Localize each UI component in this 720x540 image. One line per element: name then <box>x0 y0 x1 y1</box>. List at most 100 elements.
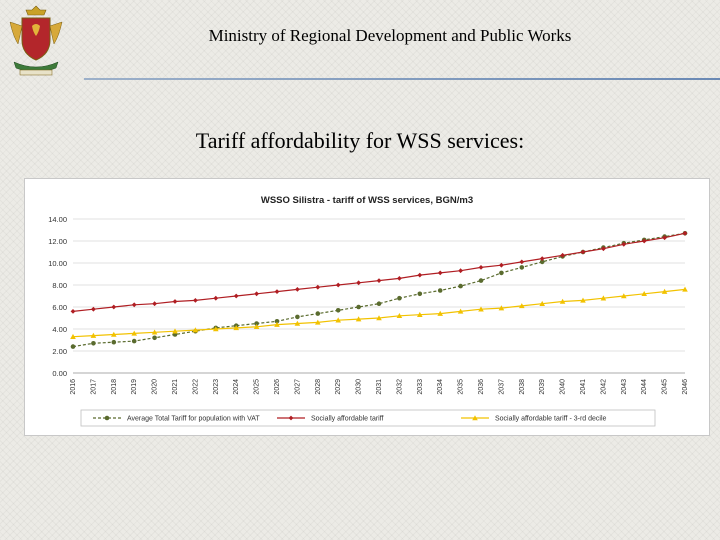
data-point <box>397 295 402 301</box>
data-point <box>458 268 463 274</box>
header-divider <box>84 78 720 80</box>
x-tick-label: 2032 <box>396 379 403 395</box>
legend-box <box>80 409 656 427</box>
x-tick-label: 2031 <box>376 379 383 395</box>
slide-title: Tariff affordability for WSS services: <box>195 128 525 153</box>
y-tick-label: 2.00 <box>52 347 67 356</box>
data-point <box>499 262 504 268</box>
data-point <box>315 319 321 325</box>
data-point <box>417 291 423 297</box>
data-point <box>355 316 362 322</box>
series-line-3 <box>72 288 686 338</box>
data-point <box>192 327 199 333</box>
data-point <box>682 286 688 292</box>
data-point <box>253 324 260 330</box>
data-point <box>356 280 361 286</box>
y-tick-label: 0.00 <box>52 369 67 378</box>
data-point <box>70 309 76 314</box>
data-point <box>288 415 294 421</box>
data-point <box>580 249 586 255</box>
x-tick-label: 2027 <box>294 379 301 395</box>
x-tick-label: 2023 <box>213 379 220 395</box>
data-point <box>172 328 178 334</box>
data-point <box>539 259 545 265</box>
x-tick-label: 2035 <box>458 379 465 395</box>
data-point <box>131 302 137 308</box>
data-point <box>315 311 321 316</box>
data-point <box>91 341 96 346</box>
data-point <box>376 301 382 306</box>
data-point <box>90 332 97 338</box>
data-point <box>295 287 300 292</box>
data-point <box>111 331 117 337</box>
data-point <box>478 265 484 270</box>
chart-series <box>70 230 688 349</box>
data-point <box>437 288 443 293</box>
data-point <box>641 238 647 244</box>
data-point <box>437 310 443 316</box>
data-point <box>233 325 239 331</box>
data-point <box>478 306 484 312</box>
data-point <box>152 335 157 341</box>
x-tick-label: 2019 <box>131 379 138 395</box>
data-point <box>335 308 341 313</box>
data-point <box>172 299 178 304</box>
y-tick-label: 10.00 <box>48 259 67 268</box>
data-point <box>397 276 402 281</box>
y-tick-label: 8.00 <box>52 281 67 290</box>
x-tick-label: 2030 <box>356 379 363 395</box>
y-tick-label: 4.00 <box>52 325 67 334</box>
ministry-name: Ministry of Regional Development and Pub… <box>208 26 572 45</box>
x-tick-label: 2038 <box>519 379 526 395</box>
data-point <box>600 295 607 301</box>
data-point <box>621 241 627 247</box>
x-tick-label: 2029 <box>335 379 342 395</box>
data-point <box>213 295 219 301</box>
x-tick-label: 2020 <box>152 379 159 395</box>
data-point <box>213 326 219 332</box>
data-point <box>274 319 280 324</box>
x-tick-label: 2042 <box>600 379 607 395</box>
data-point <box>539 256 545 261</box>
x-tick-label: 2033 <box>417 379 424 395</box>
data-point <box>356 304 361 310</box>
data-point <box>193 298 198 303</box>
data-point <box>111 339 117 345</box>
data-point <box>519 303 525 309</box>
data-point <box>376 315 382 321</box>
data-point <box>295 314 300 320</box>
x-tick-label: 2046 <box>682 379 689 395</box>
x-tick-label: 2024 <box>233 379 240 395</box>
legend-label: Average Total Tariff for population with… <box>127 416 260 423</box>
data-point <box>151 329 158 335</box>
data-point <box>131 338 137 344</box>
legend-label: Socially affordable tariff - 3-rd decile <box>495 416 607 423</box>
x-tick-label: 2021 <box>172 379 179 395</box>
data-point <box>396 313 403 319</box>
tariff-line-chart: WSSO Silistra - tariff of WSS services, … <box>48 195 689 427</box>
data-point <box>315 284 321 290</box>
x-tick-label: 2034 <box>437 379 444 395</box>
y-tick-label: 14.00 <box>48 215 67 224</box>
data-point <box>519 259 525 265</box>
data-point <box>254 321 259 326</box>
data-point <box>641 291 647 297</box>
data-point <box>417 311 423 317</box>
chart-legend: Average Total Tariff for population with… <box>80 409 656 427</box>
data-point <box>233 293 239 299</box>
data-point <box>376 278 382 283</box>
data-point <box>498 305 505 311</box>
y-tick-label: 6.00 <box>52 303 67 312</box>
data-point <box>580 297 586 303</box>
data-point <box>457 308 464 314</box>
x-tick-label: 2037 <box>498 379 505 395</box>
data-point <box>104 415 110 421</box>
data-point <box>294 320 301 326</box>
data-point <box>417 272 423 278</box>
x-tick-label: 2016 <box>70 379 77 395</box>
x-tick-label: 2041 <box>580 379 587 395</box>
data-point <box>70 333 76 339</box>
legend-label: Socially affordable tariff <box>311 416 384 423</box>
data-point <box>661 288 668 294</box>
data-point <box>254 291 259 297</box>
